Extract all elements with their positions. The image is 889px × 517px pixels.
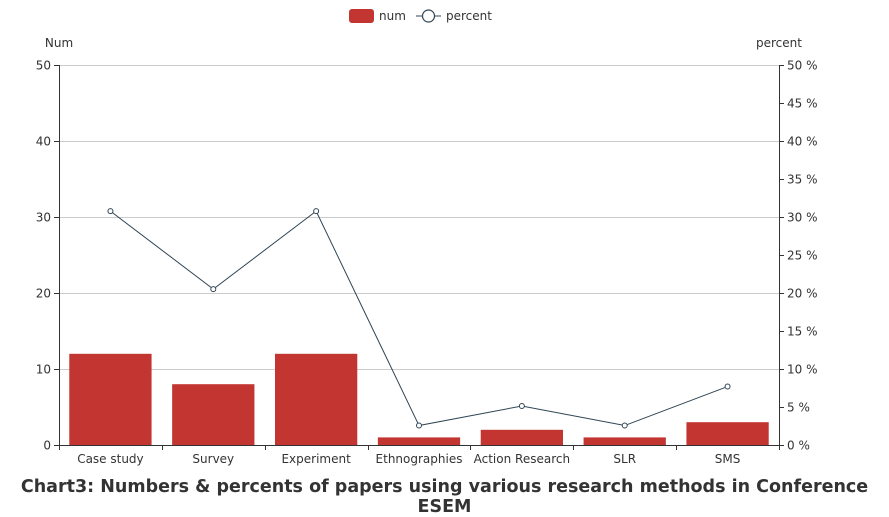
y-right-tick-label: 10 % (787, 363, 818, 377)
bar (583, 437, 666, 445)
line-series-percent (107, 208, 731, 429)
legend-label-percent: percent (446, 9, 492, 23)
line-point (313, 208, 320, 215)
y-left-tick-label: 20 (36, 287, 51, 301)
bar (377, 437, 461, 445)
line-point (621, 422, 628, 429)
y-axis-right-label: percent (756, 36, 802, 50)
line-point (107, 208, 114, 215)
y-left-tick-label: 40 (36, 135, 51, 149)
y-left-tick-label: 50 (36, 59, 51, 73)
x-tick-label: Case study (77, 452, 143, 466)
x-tick-label: Action Research (474, 452, 570, 466)
y-right-tick-label: 45 % (787, 97, 818, 111)
chart-caption: Chart3: Numbers & percents of papers usi… (20, 477, 869, 517)
y-right-tick-label: 40 % (787, 135, 818, 149)
x-tick-label: Survey (192, 452, 234, 466)
y-left-tick-label: 30 (36, 211, 51, 225)
x-tick-label: SMS (715, 452, 741, 466)
bar (275, 353, 358, 445)
axes: 0 10 20 30 40 50 0 % 5 % 10 % 15 % 20 % 25 % 30 % 35 … (36, 59, 818, 467)
bar (172, 384, 255, 445)
x-tick-label: Experiment (281, 452, 351, 466)
y-right-tick-label: 35 % (787, 173, 818, 187)
y-left-tick-label: 10 (36, 363, 51, 377)
y-right-tick-label: 15 % (787, 325, 818, 339)
y-right-tick-label: 25 % (787, 249, 818, 263)
line-point (724, 383, 731, 390)
line-point (416, 422, 422, 429)
bar-series-num (69, 353, 769, 445)
y-left-tick-label: 0 (43, 439, 51, 453)
legend-item-percent[interactable]: percent (416, 9, 492, 23)
legend-item-num[interactable]: num (349, 9, 406, 23)
bar (686, 422, 769, 445)
legend-swatch-num (349, 9, 374, 23)
line-point (518, 403, 525, 410)
y-right-tick-label: 20 % (787, 287, 818, 301)
grid-lines (59, 65, 779, 370)
y-axis-left-label: Num (45, 36, 73, 50)
y-right-tick-label: 50 % (787, 59, 818, 73)
chart: 0 10 20 30 40 50 0 % 5 % 10 % 15 % 20 % 25 % 30 % 35 … (36, 9, 818, 467)
line-point (210, 286, 217, 293)
y-right-tick-label: 0 % (787, 439, 810, 453)
x-tick-label: SLR (613, 452, 636, 466)
y-right-tick-label: 5 % (787, 401, 810, 415)
bar (480, 429, 563, 445)
y-right-tick-label: 30 % (787, 211, 818, 225)
legend[interactable]: num percent (349, 9, 492, 23)
legend-swatch-percent-marker (421, 9, 436, 23)
x-tick-label: Ethnographies (376, 452, 463, 466)
legend-label-num: num (379, 9, 406, 23)
bar (69, 353, 152, 445)
